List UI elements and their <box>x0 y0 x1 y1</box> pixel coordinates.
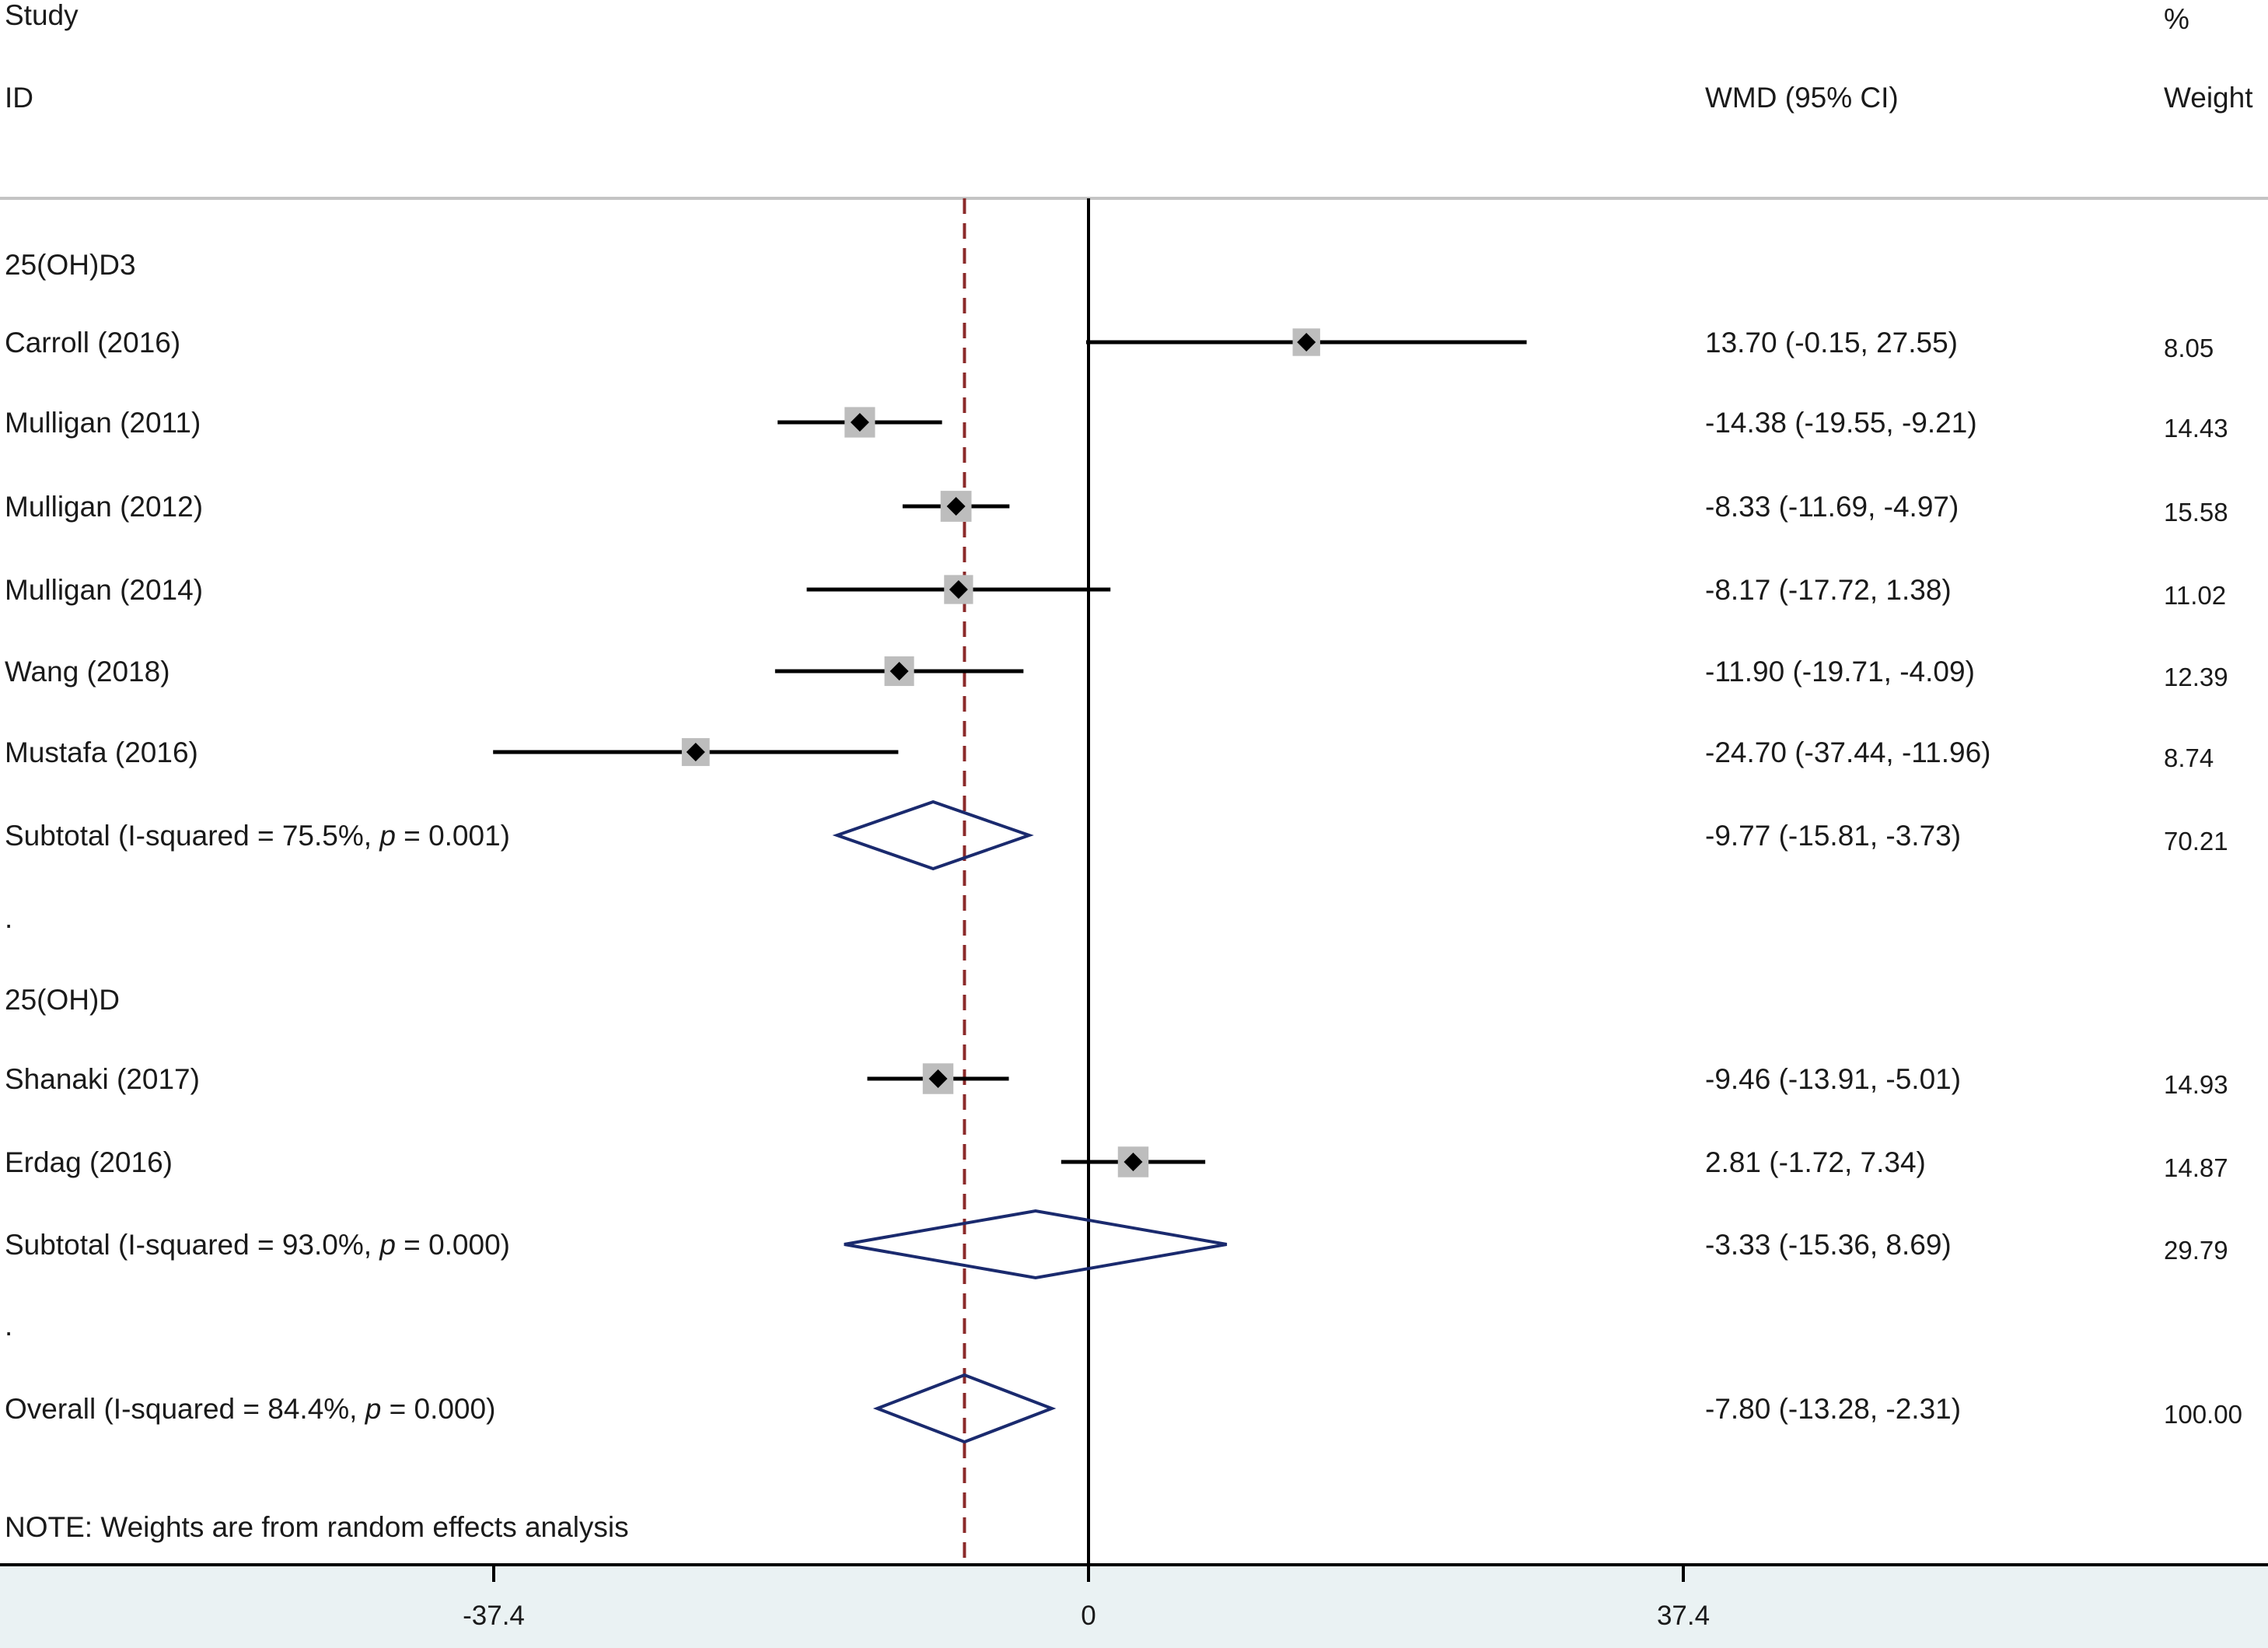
reference-lines <box>963 198 1090 1565</box>
point-estimate-marker <box>946 497 966 516</box>
weight-text: 15.58 <box>2164 498 2228 527</box>
point-estimate-marker <box>949 580 968 599</box>
study-label-carroll-2016: Carroll (2016) <box>5 327 180 359</box>
ci-text: 2.81 (-1.72, 7.34) <box>1705 1146 1926 1178</box>
row-label-overall-14: Overall (I-squared = 84.4%, p = 0.000) <box>5 1393 495 1425</box>
weight-text: 70.21 <box>2164 827 2228 855</box>
ci-text: -9.46 (-13.91, -5.01) <box>1705 1063 1961 1095</box>
ci-text: -7.80 (-13.28, -2.31) <box>1705 1393 1961 1425</box>
point-estimate-marker <box>928 1069 948 1088</box>
p-symbol: p <box>365 1393 382 1425</box>
row-labels: 25(OH)D3 Carroll (2016) 13.70 (-0.15, 27.5… <box>5 249 2242 1429</box>
subtotal-diamond <box>832 800 1034 871</box>
weight-text: 14.43 <box>2164 414 2228 443</box>
ci-text: 13.70 (-0.15, 27.55) <box>1705 327 1958 359</box>
point-estimate-marker <box>1124 1153 1143 1171</box>
weight-text: 14.87 <box>2164 1153 2228 1182</box>
p-value-text: = 0.000) <box>381 1393 495 1425</box>
row-label-subtotal-12: Subtotal (I-squared = 93.0%, p = 0.000) <box>5 1229 510 1261</box>
study-label-erdag-2016: Erdag (2016) <box>5 1146 173 1178</box>
weight-text: 8.05 <box>2164 334 2214 362</box>
spacer-label-13: . <box>5 1310 12 1342</box>
header-pct: % <box>2164 3 2189 35</box>
x-tick-label: -37.4 <box>463 1601 525 1631</box>
x-tick-label: 37.4 <box>1657 1601 1710 1631</box>
point-estimate-marker <box>1297 333 1316 352</box>
study-label-mulligan-2012: Mulligan (2012) <box>5 491 203 523</box>
ci-text: -9.77 (-15.81, -3.73) <box>1705 820 1961 852</box>
weight-text: 29.79 <box>2164 1236 2228 1265</box>
header-weight: Weight <box>2164 82 2253 114</box>
subtotal-diamond <box>844 1209 1228 1280</box>
ci-text: -8.33 (-11.69, -4.97) <box>1705 491 1959 523</box>
ci-text: -11.90 (-19.71, -4.09) <box>1705 656 1975 688</box>
row-label-text: Subtotal (I-squared = 93.0%, <box>5 1229 379 1261</box>
ci-text: -24.70 (-37.44, -11.96) <box>1705 737 1990 768</box>
note-text: NOTE: Weights are from random effects an… <box>5 1511 629 1543</box>
axis-band <box>0 1565 2268 1648</box>
ci-text: -3.33 (-15.36, 8.69) <box>1705 1229 1952 1261</box>
header-study: Study <box>5 0 79 31</box>
x-tick-label: 0 <box>1081 1601 1096 1631</box>
weight-text: 100.00 <box>2164 1400 2242 1429</box>
overall-diamond <box>872 1373 1057 1444</box>
study-label-mustafa-2016: Mustafa (2016) <box>5 737 198 768</box>
header-id: ID <box>5 82 33 114</box>
spacer-label-8: . <box>5 902 12 934</box>
study-label-shanaki-2017: Shanaki (2017) <box>5 1063 200 1095</box>
weight-text: 14.93 <box>2164 1070 2228 1099</box>
p-value-text: = 0.001) <box>396 820 510 852</box>
header-ci: WMD (95% CI) <box>1705 82 1899 114</box>
forest-marks <box>493 328 1527 1444</box>
point-estimate-marker <box>850 413 869 432</box>
p-symbol: p <box>379 1229 396 1261</box>
row-label-text: Subtotal (I-squared = 75.5%, <box>5 820 379 852</box>
point-estimate-marker <box>889 662 909 681</box>
x-axis: -37.4 0 37.4 <box>0 1563 2268 1631</box>
p-symbol: p <box>379 820 396 852</box>
p-value-text: = 0.000) <box>396 1229 510 1261</box>
ci-text: -14.38 (-19.55, -9.21) <box>1705 407 1977 439</box>
study-label-mulligan-2011: Mulligan (2011) <box>5 407 201 439</box>
weight-text: 12.39 <box>2164 663 2228 691</box>
study-label-mulligan-2014: Mulligan (2014) <box>5 574 203 606</box>
weight-text: 8.74 <box>2164 744 2214 772</box>
group-label-25-oh-d: 25(OH)D <box>5 984 120 1016</box>
study-label-wang-2018: Wang (2018) <box>5 656 170 688</box>
point-estimate-marker <box>686 743 705 761</box>
row-label-subtotal-7: Subtotal (I-squared = 75.5%, p = 0.001) <box>5 820 510 852</box>
weight-text: 11.02 <box>2164 581 2226 610</box>
row-label-text: Overall (I-squared = 84.4%, <box>5 1393 365 1425</box>
ci-text: -8.17 (-17.72, 1.38) <box>1705 574 1952 606</box>
group-label-25-oh-d3: 25(OH)D3 <box>5 249 136 281</box>
